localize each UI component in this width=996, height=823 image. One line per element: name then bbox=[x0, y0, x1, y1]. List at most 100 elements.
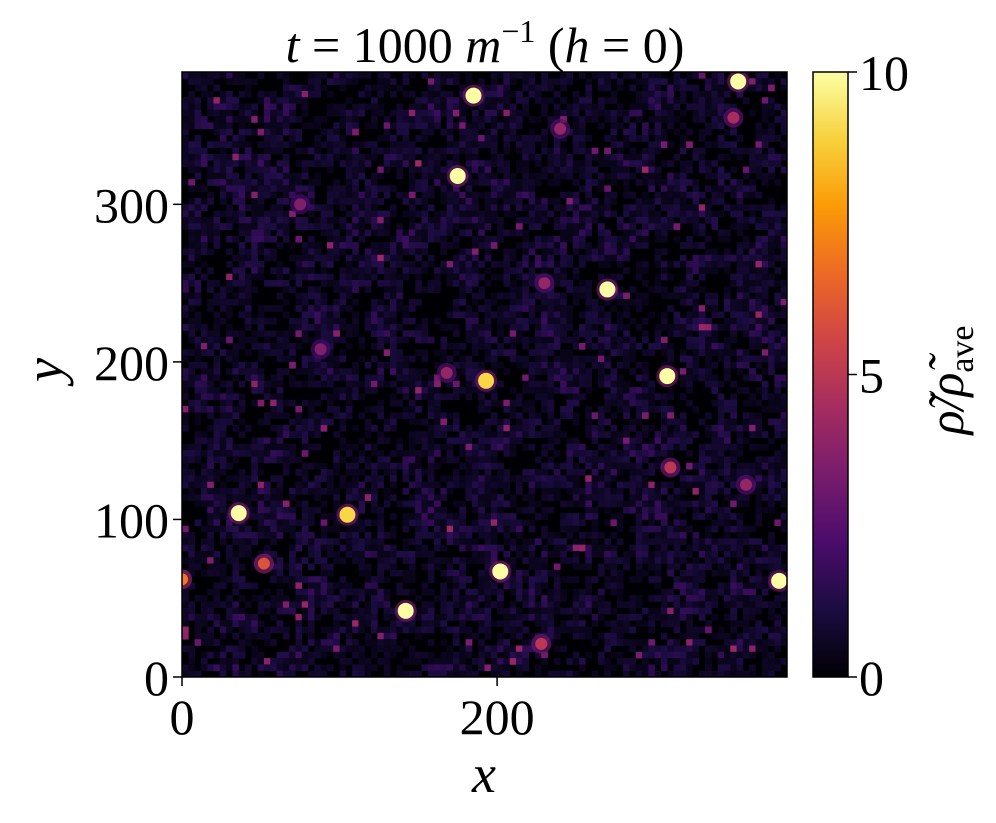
heatmap-cell bbox=[761, 475, 769, 483]
heatmap-cell bbox=[572, 103, 580, 111]
heatmap-cell bbox=[642, 153, 649, 161]
heatmap-cell bbox=[219, 500, 227, 508]
heatmap-cell bbox=[188, 305, 195, 312]
heatmap-cell bbox=[207, 78, 214, 85]
heatmap-cell bbox=[308, 336, 315, 344]
heatmap-cell bbox=[213, 216, 221, 224]
heatmap-cell bbox=[251, 191, 259, 199]
heatmap-cell bbox=[232, 532, 240, 539]
heatmap-cell bbox=[780, 342, 787, 350]
heatmap-cell bbox=[604, 324, 611, 331]
heatmap-cell bbox=[232, 147, 240, 155]
heatmap-cell bbox=[207, 141, 214, 149]
heatmap-cell bbox=[339, 317, 347, 325]
heatmap-cell bbox=[339, 393, 347, 401]
heatmap-cell bbox=[736, 525, 744, 533]
heatmap-cell bbox=[541, 462, 548, 470]
heatmap-cell bbox=[219, 305, 227, 312]
heatmap-cell bbox=[471, 160, 479, 167]
heatmap-cell bbox=[364, 424, 372, 432]
heatmap-cell bbox=[541, 172, 548, 180]
heatmap-cell bbox=[314, 254, 322, 262]
heatmap-cell bbox=[692, 342, 700, 350]
heatmap-cell bbox=[572, 97, 580, 104]
heatmap-cell bbox=[326, 198, 334, 205]
heatmap-cell bbox=[742, 292, 750, 300]
heatmap-cell bbox=[182, 72, 189, 79]
heatmap-cell bbox=[478, 532, 485, 539]
heatmap-cell bbox=[364, 185, 372, 193]
heatmap-cell bbox=[358, 198, 366, 205]
heatmap-cell bbox=[736, 198, 744, 205]
heatmap-cell bbox=[471, 374, 479, 382]
heatmap-cell bbox=[213, 374, 221, 382]
heatmap-cell bbox=[698, 191, 706, 199]
heatmap-cell bbox=[245, 172, 252, 180]
heatmap-cell bbox=[465, 103, 473, 111]
heatmap-cell bbox=[497, 216, 504, 224]
heatmap-cell bbox=[723, 361, 731, 369]
heatmap-cell bbox=[774, 462, 782, 470]
heatmap-cell bbox=[371, 248, 378, 256]
heatmap-cell bbox=[484, 418, 492, 426]
heatmap-cell bbox=[389, 424, 397, 432]
heatmap-cell bbox=[534, 380, 542, 388]
heatmap-cell bbox=[326, 469, 334, 476]
heatmap-cell bbox=[761, 160, 769, 167]
heatmap-cell bbox=[572, 160, 580, 167]
heatmap-cell bbox=[572, 469, 580, 476]
heatmap-cell bbox=[572, 361, 580, 369]
heatmap-cell bbox=[352, 387, 359, 394]
heatmap-cell bbox=[585, 380, 593, 388]
heatmap-cell bbox=[207, 443, 214, 451]
heatmap-cell bbox=[364, 72, 372, 79]
heatmap-cell bbox=[610, 431, 618, 438]
heatmap-cell bbox=[282, 336, 290, 344]
heatmap-cell bbox=[276, 456, 284, 464]
heatmap-cell bbox=[352, 525, 359, 533]
heatmap-cell bbox=[585, 90, 593, 98]
heatmap-cell bbox=[774, 279, 782, 287]
heatmap-cell bbox=[585, 424, 593, 432]
heatmap-cell bbox=[780, 380, 787, 388]
heatmap-cell bbox=[207, 342, 214, 350]
heatmap-cell bbox=[742, 525, 750, 533]
heatmap-cell bbox=[345, 469, 353, 476]
heatmap-cell bbox=[377, 229, 385, 237]
heatmap-cell bbox=[667, 198, 674, 205]
heatmap-cell bbox=[364, 487, 372, 495]
heatmap-cell bbox=[623, 330, 630, 338]
heatmap-cell bbox=[402, 248, 410, 256]
heatmap-cell bbox=[383, 380, 391, 388]
heatmap-cell bbox=[673, 500, 681, 508]
heatmap-cell bbox=[635, 443, 643, 451]
heatmap-cell bbox=[585, 185, 593, 193]
heatmap-cell bbox=[503, 172, 511, 180]
heatmap-cell bbox=[226, 443, 233, 451]
heatmap-cell bbox=[345, 128, 353, 136]
heatmap-cell bbox=[478, 166, 485, 174]
heatmap-cell bbox=[642, 443, 649, 451]
heatmap-cell bbox=[263, 349, 271, 356]
heatmap-cell bbox=[610, 324, 618, 331]
heatmap-cell bbox=[698, 286, 706, 293]
heatmap-cell bbox=[289, 443, 296, 451]
heatmap-cell bbox=[673, 261, 681, 268]
heatmap-cell bbox=[421, 324, 429, 331]
heatmap-cell bbox=[326, 153, 334, 161]
heatmap-cell bbox=[484, 242, 492, 249]
heatmap-cell bbox=[723, 469, 731, 476]
heatmap-cell bbox=[207, 374, 214, 382]
heatmap-cell bbox=[604, 557, 611, 564]
heatmap-cell bbox=[736, 204, 744, 212]
heatmap-cell bbox=[446, 538, 454, 546]
heatmap-cell bbox=[635, 393, 643, 401]
heatmap-cell bbox=[516, 418, 523, 426]
heatmap-cell bbox=[755, 513, 763, 520]
heatmap-cell bbox=[730, 538, 737, 546]
heatmap-cell bbox=[484, 494, 492, 501]
heatmap-cell bbox=[238, 380, 246, 388]
heatmap-cell bbox=[503, 185, 511, 193]
heatmap-cell bbox=[446, 525, 454, 533]
heatmap-cell bbox=[182, 135, 189, 142]
